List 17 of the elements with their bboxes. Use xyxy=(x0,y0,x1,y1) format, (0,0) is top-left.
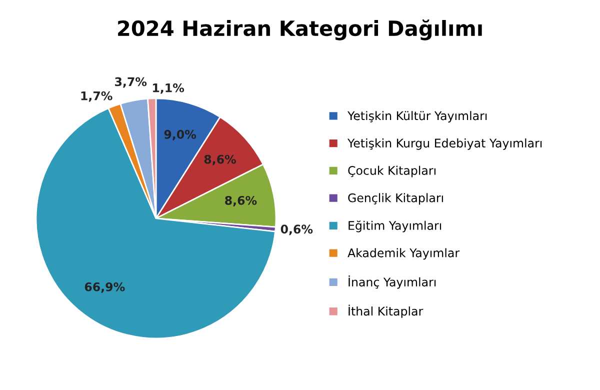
data-label: 9,0% xyxy=(164,130,196,140)
legend-label: Yetişkin Kurgu Edebiyat Yayımları xyxy=(347,138,542,150)
data-label: 8,6% xyxy=(225,196,257,206)
legend-label: Gençlik Kitapları xyxy=(348,193,443,205)
legend-label: Akademik Yayımlar xyxy=(348,248,460,260)
legend-label: Eğitim Yayımları xyxy=(348,220,442,232)
data-label: 8,6% xyxy=(204,154,236,166)
legend-label: Yetişkin Kültür Yayımları xyxy=(347,111,487,122)
data-label: 66,9% xyxy=(84,282,125,293)
data-label: 3,7% xyxy=(115,77,147,88)
data-label: 0,6% xyxy=(280,224,313,236)
legend-label: İthal Kitaplar xyxy=(348,304,424,318)
data-label: 1,1% xyxy=(153,83,184,94)
legend-label: İnanç Yayımları xyxy=(348,276,436,289)
legend-label: Çocuk Kitapları xyxy=(348,166,436,178)
chart-title: 2024 Haziran Kategori Dağılımı xyxy=(118,20,482,40)
data-label: 1,7% xyxy=(81,91,112,102)
